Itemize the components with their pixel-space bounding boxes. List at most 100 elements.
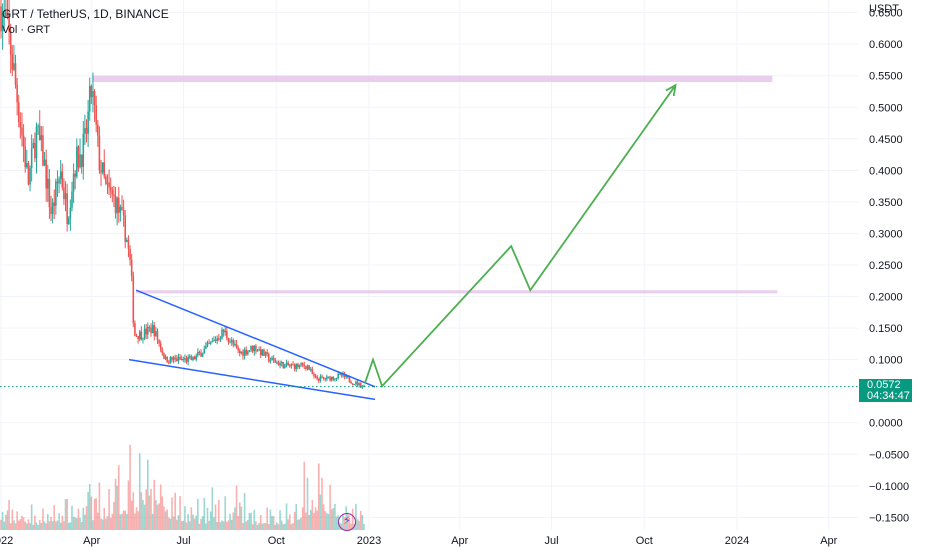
candle-body — [200, 352, 202, 357]
volume-bar — [122, 510, 125, 530]
candle-body — [356, 381, 359, 386]
volume-bar — [140, 492, 143, 530]
candle-body — [88, 85, 91, 112]
volume-bar — [117, 465, 120, 530]
volume-bar — [34, 515, 36, 530]
volume-bar — [318, 463, 320, 530]
volume-bar — [145, 489, 147, 530]
candle-body — [226, 330, 228, 339]
candle-body — [290, 364, 293, 366]
volume-bar — [32, 524, 35, 530]
volume-bar — [84, 514, 86, 530]
y-tick-label: 0.5000 — [869, 102, 903, 114]
volume-bar — [188, 521, 191, 530]
volume-bar — [130, 500, 133, 530]
candle-body — [264, 351, 267, 356]
candle-body — [76, 146, 78, 177]
x-tick-label: 2024 — [725, 535, 749, 547]
volume-bar — [198, 523, 201, 530]
candle-body — [64, 193, 67, 200]
candle-body — [38, 125, 41, 141]
volume-legend: Vol · GRT — [2, 24, 51, 36]
volume-bar — [243, 493, 246, 530]
volume-bar — [263, 523, 265, 530]
candle-body — [14, 63, 17, 85]
candle-body — [217, 338, 220, 340]
volume-bar — [169, 518, 172, 530]
candle-body — [140, 331, 143, 340]
candle-body — [17, 102, 20, 122]
volume-bar — [261, 523, 264, 530]
volume-bar — [305, 512, 307, 530]
candle-body — [309, 369, 312, 371]
candle-body — [343, 373, 346, 377]
candle-body — [184, 358, 186, 360]
candle-body — [214, 339, 217, 341]
candle-body — [58, 178, 60, 184]
time-axis: 2022 Apr Jul Oct 2023 Apr Jul Oct 2024 Apr — [0, 535, 838, 547]
candle-body — [55, 181, 57, 206]
volume-bar — [248, 513, 251, 530]
volume-bar — [163, 506, 165, 530]
lightning-bolt-icon[interactable]: ⚡ — [338, 513, 356, 531]
candle-body — [213, 339, 215, 341]
volume-bar — [288, 514, 291, 530]
candle-body — [59, 171, 62, 179]
candle-body — [69, 207, 72, 218]
volume-bar — [137, 511, 139, 530]
wedge-upper-line — [135, 289, 376, 388]
volume-bar — [306, 477, 309, 530]
y-tick-label: 0.2000 — [869, 292, 903, 304]
candle-body — [234, 344, 236, 346]
volume-bar — [297, 519, 299, 530]
candle-body — [172, 357, 175, 361]
volume-bar — [324, 511, 327, 530]
candle-body — [116, 197, 118, 214]
wedge-lower-line — [128, 358, 376, 401]
candle-body — [8, 13, 10, 32]
volume-bar — [1, 511, 4, 530]
volume-bar — [237, 516, 239, 530]
candle-body — [71, 191, 73, 208]
volume-bar — [90, 496, 93, 530]
volume-bar — [193, 518, 196, 530]
volume-bar — [143, 504, 146, 530]
x-tick-label: Apr — [820, 535, 837, 547]
candle-body — [285, 362, 288, 365]
volume-bar — [242, 522, 244, 530]
volume-bar — [276, 522, 278, 530]
candle-body — [79, 154, 81, 168]
volume-bar — [176, 519, 178, 530]
candle-body — [158, 340, 160, 344]
volume-bar — [279, 510, 281, 530]
candle-body — [164, 356, 167, 359]
candle-body — [192, 356, 194, 361]
volume-bar — [82, 507, 85, 530]
candle-body — [159, 343, 162, 350]
volume-bar — [45, 523, 47, 530]
candle-body — [188, 356, 191, 358]
x-tick-label: Jul — [544, 535, 558, 547]
volume-bar — [284, 523, 286, 530]
candle-body — [9, 31, 12, 55]
candle-body — [93, 91, 96, 106]
volume-bar — [361, 515, 364, 530]
volume-bar — [287, 519, 289, 530]
volume-bar — [159, 484, 162, 530]
candle-body — [206, 342, 209, 347]
candle-countdown: 04:34:47 — [867, 390, 910, 402]
candle-body — [145, 328, 147, 335]
volume-bar — [37, 524, 39, 530]
volume-bar — [55, 521, 57, 530]
candle-body — [205, 346, 207, 349]
candle-body — [334, 378, 336, 380]
volume-bar — [197, 498, 199, 530]
volume-bar — [251, 524, 254, 530]
candle-body — [329, 376, 331, 381]
volume-bar — [30, 504, 33, 530]
volume-bar — [61, 515, 64, 530]
x-tick-label: Jul — [176, 535, 190, 547]
current-price-value: 0.0572 — [867, 379, 901, 391]
volume-bar — [77, 508, 80, 530]
